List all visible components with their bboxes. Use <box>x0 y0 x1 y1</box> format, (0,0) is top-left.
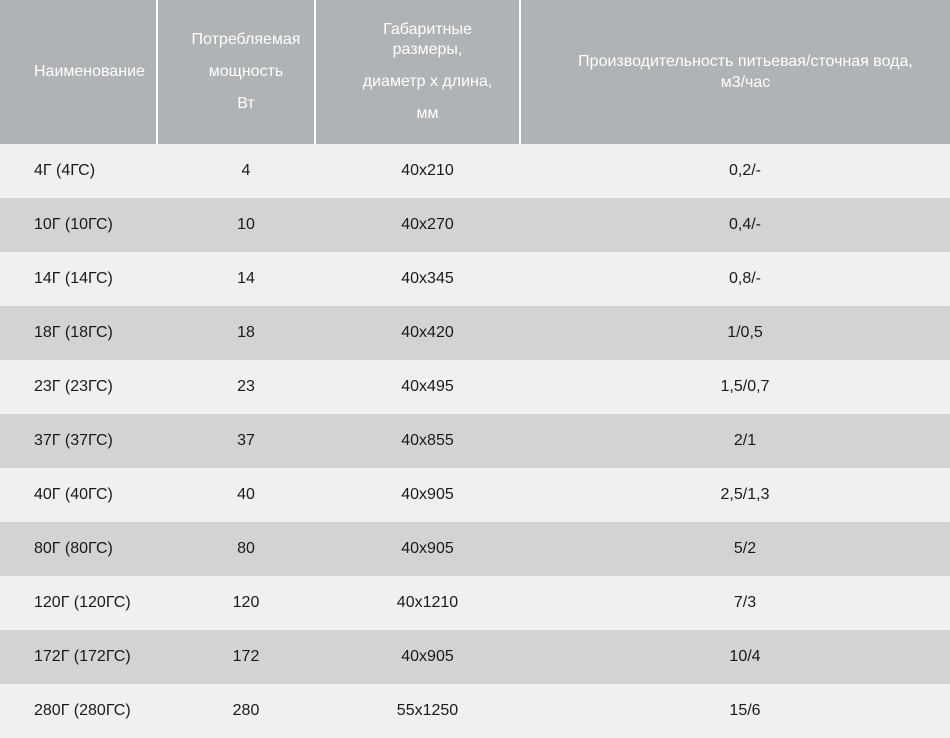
power-cell: 37 <box>157 414 315 468</box>
table-row: 37Г (37ГС) 37 40x855 2/1 <box>0 414 950 468</box>
capacity-cell: 1/0,5 <box>520 306 950 360</box>
header-line: Габаритные <box>383 21 472 38</box>
dimensions-cell: 40x905 <box>315 522 520 576</box>
header-line: Вт <box>237 95 255 112</box>
dimensions-cell: 40x905 <box>315 468 520 522</box>
dimensions-cell: 40x1210 <box>315 576 520 630</box>
name-cell: 40Г (40ГС) <box>0 468 157 522</box>
dimensions-cell: 40x345 <box>315 252 520 306</box>
capacity-cell: 1,5/0,7 <box>520 360 950 414</box>
name-cell: 120Г (120ГС) <box>0 576 157 630</box>
table-row: 120Г (120ГС) 120 40x1210 7/3 <box>0 576 950 630</box>
capacity-cell: 0,8/- <box>520 252 950 306</box>
power-cell: 280 <box>157 684 315 738</box>
name-cell: 23Г (23ГС) <box>0 360 157 414</box>
table-row: 14Г (14ГС) 14 40x345 0,8/- <box>0 252 950 306</box>
header-line: диаметр х длина, <box>362 73 493 90</box>
power-cell: 10 <box>157 198 315 252</box>
column-header-dimensions: Габаритные размеры, диаметр х длина, мм <box>315 0 521 144</box>
power-cell: 40 <box>157 468 315 522</box>
dimensions-cell: 40x420 <box>315 306 520 360</box>
dimensions-cell: 40x270 <box>315 198 520 252</box>
name-cell: 80Г (80ГС) <box>0 522 157 576</box>
name-cell: 280Г (280ГС) <box>0 684 157 738</box>
table-row: 280Г (280ГС) 280 55x1250 15/6 <box>0 684 950 738</box>
header-line: размеры, <box>392 41 463 58</box>
dimensions-cell: 55x1250 <box>315 684 520 738</box>
name-cell: 14Г (14ГС) <box>0 252 157 306</box>
power-cell: 172 <box>157 630 315 684</box>
table-row: 10Г (10ГС) 10 40x270 0,4/- <box>0 198 950 252</box>
name-cell: 37Г (37ГС) <box>0 414 157 468</box>
dimensions-cell: 40x905 <box>315 630 520 684</box>
table-row: 172Г (172ГС) 172 40x905 10/4 <box>0 630 950 684</box>
header-row: Наименование Потребляемая мощность Вт Габари… <box>0 0 950 144</box>
column-header-name: Наименование <box>0 0 158 144</box>
capacity-cell: 2,5/1,3 <box>520 468 950 522</box>
name-cell: 4Г (4ГС) <box>0 144 157 198</box>
capacity-cell: 10/4 <box>520 630 950 684</box>
capacity-cell: 0,4/- <box>520 198 950 252</box>
power-cell: 120 <box>157 576 315 630</box>
capacity-cell: 7/3 <box>520 576 950 630</box>
name-cell: 172Г (172ГС) <box>0 630 157 684</box>
power-cell: 18 <box>157 306 315 360</box>
header-line: мм <box>416 105 439 122</box>
column-header-power: Потребляемая мощность Вт <box>157 0 316 144</box>
table-row: 18Г (18ГС) 18 40x420 1/0,5 <box>0 306 950 360</box>
name-cell: 10Г (10ГС) <box>0 198 157 252</box>
capacity-cell: 2/1 <box>520 414 950 468</box>
table-body: 4Г (4ГС) 4 40x210 0,2/- 10Г (10ГС) 10 40x270 0,… <box>0 144 950 738</box>
name-cell: 18Г (18ГС) <box>0 306 157 360</box>
power-cell: 14 <box>157 252 315 306</box>
capacity-cell: 0,2/- <box>520 144 950 198</box>
column-header-capacity: Производительность питьевая/сточная вода… <box>520 0 950 144</box>
header-line: Потребляемая <box>191 31 301 48</box>
capacity-cell: 15/6 <box>520 684 950 738</box>
capacity-cell: 5/2 <box>520 522 950 576</box>
table-row: 23Г (23ГС) 23 40x495 1,5/0,7 <box>0 360 950 414</box>
header-line: м3/час <box>720 73 771 91</box>
table-header: Наименование Потребляемая мощность Вт Габари… <box>0 0 950 144</box>
dimensions-cell: 40x210 <box>315 144 520 198</box>
header-line: Наименование <box>34 63 145 80</box>
power-cell: 4 <box>157 144 315 198</box>
table-row: 4Г (4ГС) 4 40x210 0,2/- <box>0 144 950 198</box>
table-row: 80Г (80ГС) 80 40x905 5/2 <box>0 522 950 576</box>
power-cell: 23 <box>157 360 315 414</box>
dimensions-cell: 40x855 <box>315 414 520 468</box>
header-line: Производительность питьевая/сточная вода… <box>578 52 913 70</box>
dimensions-cell: 40x495 <box>315 360 520 414</box>
table-row: 40Г (40ГС) 40 40x905 2,5/1,3 <box>0 468 950 522</box>
header-line: мощность <box>208 63 284 80</box>
power-cell: 80 <box>157 522 315 576</box>
